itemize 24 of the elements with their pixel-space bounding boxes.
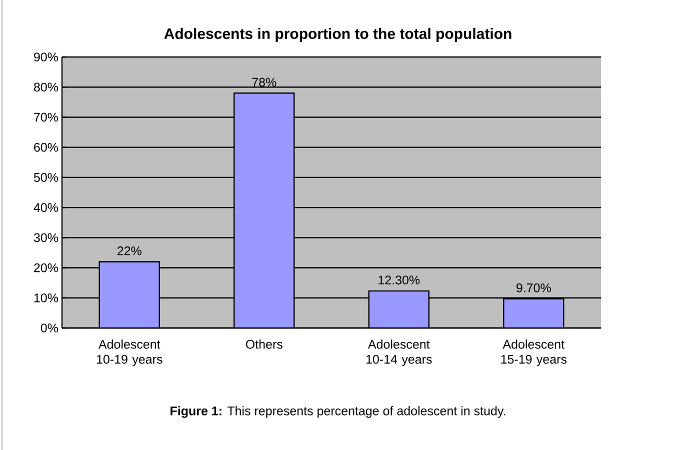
x-tick-label: Adolescent 10-14 years	[366, 340, 432, 366]
bar	[234, 92, 295, 328]
y-tick-label: 90%	[34, 52, 58, 62]
y-tick-label: 50%	[34, 173, 58, 182]
y-tick-label: 60%	[34, 142, 58, 152]
data-label: 22%	[117, 246, 142, 256]
x-tick-label: Others	[246, 340, 282, 349]
bar	[503, 298, 564, 328]
data-label: 12.30%	[378, 276, 420, 284]
y-tick-label: 10%	[34, 293, 58, 302]
bar	[98, 261, 160, 328]
x-tick-label: Adolescent 10-19 years	[96, 340, 162, 366]
y-tick-label: 40%	[34, 203, 58, 212]
y-tick-label: 20%	[34, 263, 58, 272]
data-label: 78%	[252, 78, 276, 87]
y-tick-label: 70%	[34, 112, 58, 122]
bar	[368, 290, 430, 328]
text: Figure 1: This represents percentage of adolescent in study.	[170, 406, 506, 418]
y-tick-label: 30%	[34, 233, 58, 242]
y-tick-label: 0%	[40, 324, 58, 332]
chart-title: Adolescents in proportion to the total population	[164, 28, 512, 42]
data-label: 9.70%	[516, 283, 551, 292]
y-tick-label: 80%	[34, 82, 58, 92]
x-tick-label: Adolescent 15-19 years	[501, 340, 567, 366]
